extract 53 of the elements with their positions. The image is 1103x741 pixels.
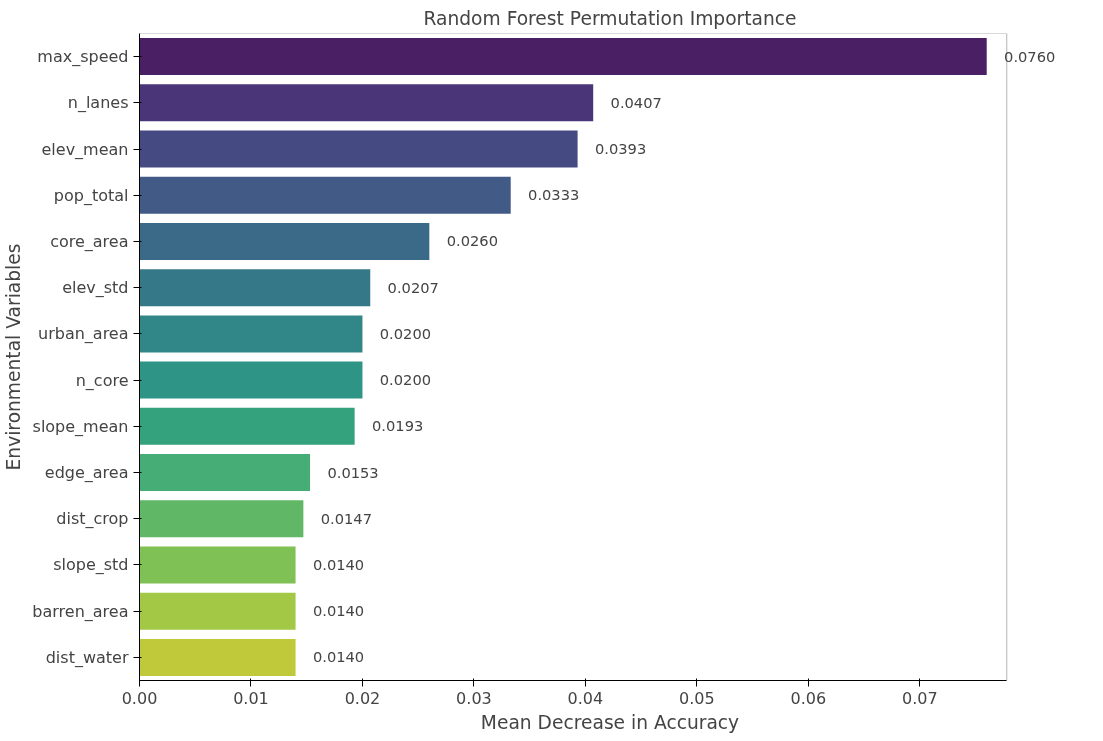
data-label: 0.0207: [387, 278, 439, 296]
y-tick-label: pop_total: [53, 185, 129, 206]
bar: [139, 546, 296, 584]
x-tick-label: 0.05: [679, 688, 715, 708]
y-tick-label: max_speed: [37, 47, 129, 68]
bar: [139, 84, 594, 122]
data-label: 0.0140: [312, 555, 365, 573]
y-tick-label: slope_mean: [32, 416, 129, 437]
bar: [139, 130, 578, 168]
data-label: 0.0140: [312, 602, 365, 620]
x-tick-label: 0.06: [790, 688, 827, 708]
bar: [139, 38, 987, 76]
y-tick-label: dist_crop: [56, 509, 129, 530]
bar: [139, 176, 511, 214]
data-label: 0.0260: [446, 232, 498, 250]
y-axis-title: Environmental Variables: [3, 243, 25, 471]
bar: [139, 454, 311, 492]
bar: [139, 500, 304, 538]
y-tick-label: core_area: [50, 231, 129, 252]
bar: [139, 315, 363, 353]
x-tick-label: 0.07: [902, 688, 938, 708]
bar: [139, 269, 371, 307]
data-label: 0.0760: [1004, 47, 1056, 65]
data-label: 0.0147: [320, 509, 373, 527]
x-tick-label: 0.02: [344, 688, 381, 708]
data-label: 0.0193: [371, 417, 424, 435]
x-axis-title: Mean Decrease in Accuracy: [480, 711, 740, 733]
y-tick-label: barren_area: [32, 601, 129, 622]
y-tick-label: slope_std: [53, 555, 129, 576]
data-label: 0.0393: [594, 140, 647, 158]
bar: [139, 592, 296, 630]
data-label: 0.0153: [327, 463, 379, 481]
y-tick-label: elev_mean: [41, 139, 129, 160]
y-tick-label: n_lanes: [67, 93, 129, 114]
data-label: 0.0200: [379, 371, 432, 389]
bar: [139, 407, 355, 445]
x-tick-label: 0.01: [233, 688, 269, 708]
data-label: 0.0333: [528, 186, 580, 204]
y-tick-label: edge_area: [44, 463, 129, 484]
y-tick-label: elev_std: [62, 278, 129, 299]
x-tick-label: 0.00: [121, 688, 158, 708]
chart-title: Random Forest Permutation Importance: [423, 7, 797, 29]
y-tick-label: n_core: [75, 370, 129, 391]
y-tick-label: dist_water: [45, 647, 129, 668]
y-tick-label: urban_area: [38, 324, 129, 345]
x-tick-label: 0.03: [456, 688, 492, 708]
bar: [139, 361, 363, 399]
data-label: 0.0140: [312, 648, 365, 666]
bar: [139, 222, 430, 260]
bar: [139, 638, 296, 676]
data-label: 0.0200: [379, 324, 432, 342]
x-tick-label: 0.04: [567, 688, 604, 708]
data-label: 0.0407: [610, 93, 662, 111]
